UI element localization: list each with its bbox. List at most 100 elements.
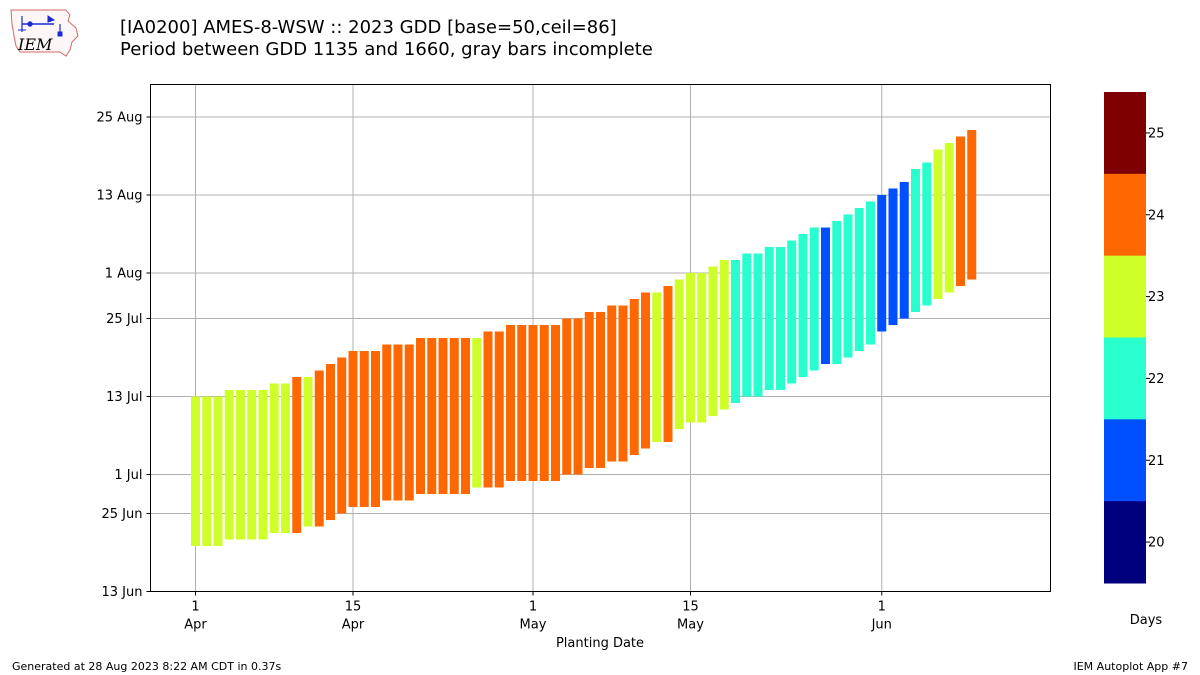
bar <box>506 325 515 481</box>
bar <box>224 390 234 540</box>
weather-station-icon <box>18 15 63 37</box>
plot-frame <box>150 84 1051 592</box>
bar <box>899 182 909 319</box>
bar <box>742 253 752 397</box>
bar <box>821 227 830 364</box>
bar <box>596 312 605 468</box>
y-tick-label: 1 Jul <box>114 468 142 483</box>
bar <box>337 357 347 514</box>
bar <box>697 273 707 423</box>
bar <box>472 338 482 488</box>
y-axis: 13 Jun 25 Jun 1 Jul 13 Jul 25 Jul 1 Aug 13 Aug… <box>96 111 151 600</box>
bar <box>663 286 673 442</box>
iem-logo: IEM <box>10 9 79 57</box>
bar <box>438 338 448 494</box>
x-tick-label: 1 <box>191 600 199 615</box>
bar <box>359 351 369 507</box>
x-tick-label: 1 <box>529 600 537 615</box>
bar <box>832 221 842 364</box>
bar <box>753 253 763 397</box>
y-tick-label: 13 Jul <box>106 390 142 405</box>
chart-title: [IA0200] AMES-8-WSW :: 2023 GDD [base=50… <box>120 17 617 38</box>
bar <box>888 188 898 325</box>
bar <box>382 344 392 501</box>
footer-app: IEM Autoplot App #7 <box>1073 660 1188 673</box>
bar <box>326 364 335 520</box>
bar <box>258 390 268 540</box>
bar <box>269 383 279 533</box>
bar <box>787 240 797 384</box>
bar <box>483 331 493 488</box>
bar <box>956 136 965 286</box>
bar <box>314 370 324 527</box>
bar <box>911 169 920 312</box>
x-tick-label-month: May <box>520 618 547 633</box>
bar <box>191 396 200 546</box>
x-tick-label-month: May <box>677 618 704 633</box>
x-axis-label: Planting Date <box>556 636 644 651</box>
bar <box>371 351 380 507</box>
bar <box>303 377 313 527</box>
bar <box>202 396 212 546</box>
bar <box>348 351 358 507</box>
bar <box>281 383 290 533</box>
bar <box>517 325 527 481</box>
bar <box>551 325 560 481</box>
bar <box>427 338 437 494</box>
bar <box>247 390 257 540</box>
bar <box>461 338 470 494</box>
bar <box>236 390 245 540</box>
chart-subtitle: Period between GDD 1135 and 1660, gray b… <box>120 39 653 60</box>
bar <box>292 377 302 533</box>
bar <box>629 299 639 455</box>
y-tick-label: 13 Aug <box>96 189 142 204</box>
bar <box>641 292 650 449</box>
bars <box>191 130 977 546</box>
bar <box>933 149 943 299</box>
bar <box>573 318 583 475</box>
bar <box>731 260 740 403</box>
bar <box>877 195 887 332</box>
bar <box>854 208 864 351</box>
x-tick-label: 15 <box>345 600 362 615</box>
bar <box>967 130 977 280</box>
x-tick-label: 1 <box>878 600 886 615</box>
bar <box>562 318 572 475</box>
bar <box>539 325 549 481</box>
bar <box>528 325 538 481</box>
bar <box>776 247 785 390</box>
y-tick-label: 13 Jun <box>102 585 143 600</box>
bar <box>213 396 223 546</box>
bar <box>393 344 403 501</box>
bar <box>764 247 774 390</box>
bar <box>494 331 504 488</box>
y-tick-label: 25 Jun <box>102 507 143 522</box>
y-tick-label: 25 Jul <box>106 312 142 327</box>
x-tick-label-month: Apr <box>342 618 365 633</box>
bar <box>719 260 729 410</box>
bar <box>798 234 808 377</box>
bar <box>708 266 718 416</box>
bar <box>866 201 875 345</box>
bar <box>618 305 628 462</box>
x-tick-label: 15 <box>682 600 699 615</box>
bar <box>686 273 695 423</box>
bar <box>416 338 425 494</box>
bar <box>404 344 414 501</box>
y-tick-label: 25 Aug <box>96 111 142 126</box>
footer-generated: Generated at 28 Aug 2023 8:22 AM CDT in … <box>12 660 282 673</box>
bar <box>652 292 662 442</box>
bar <box>449 338 459 494</box>
bar <box>607 305 617 462</box>
x-tick-label-month: Jun <box>871 618 892 633</box>
bar <box>674 279 684 429</box>
iowa-outline <box>10 9 79 57</box>
x-axis: 1 Apr 15 Apr 1 May 15 May 1 Jun <box>184 591 892 633</box>
bar <box>944 143 954 293</box>
y-tick-label: 1 Aug <box>105 267 143 282</box>
bar <box>809 227 819 371</box>
bar <box>843 214 853 358</box>
bar <box>584 312 594 468</box>
logo-text: IEM <box>17 35 53 54</box>
